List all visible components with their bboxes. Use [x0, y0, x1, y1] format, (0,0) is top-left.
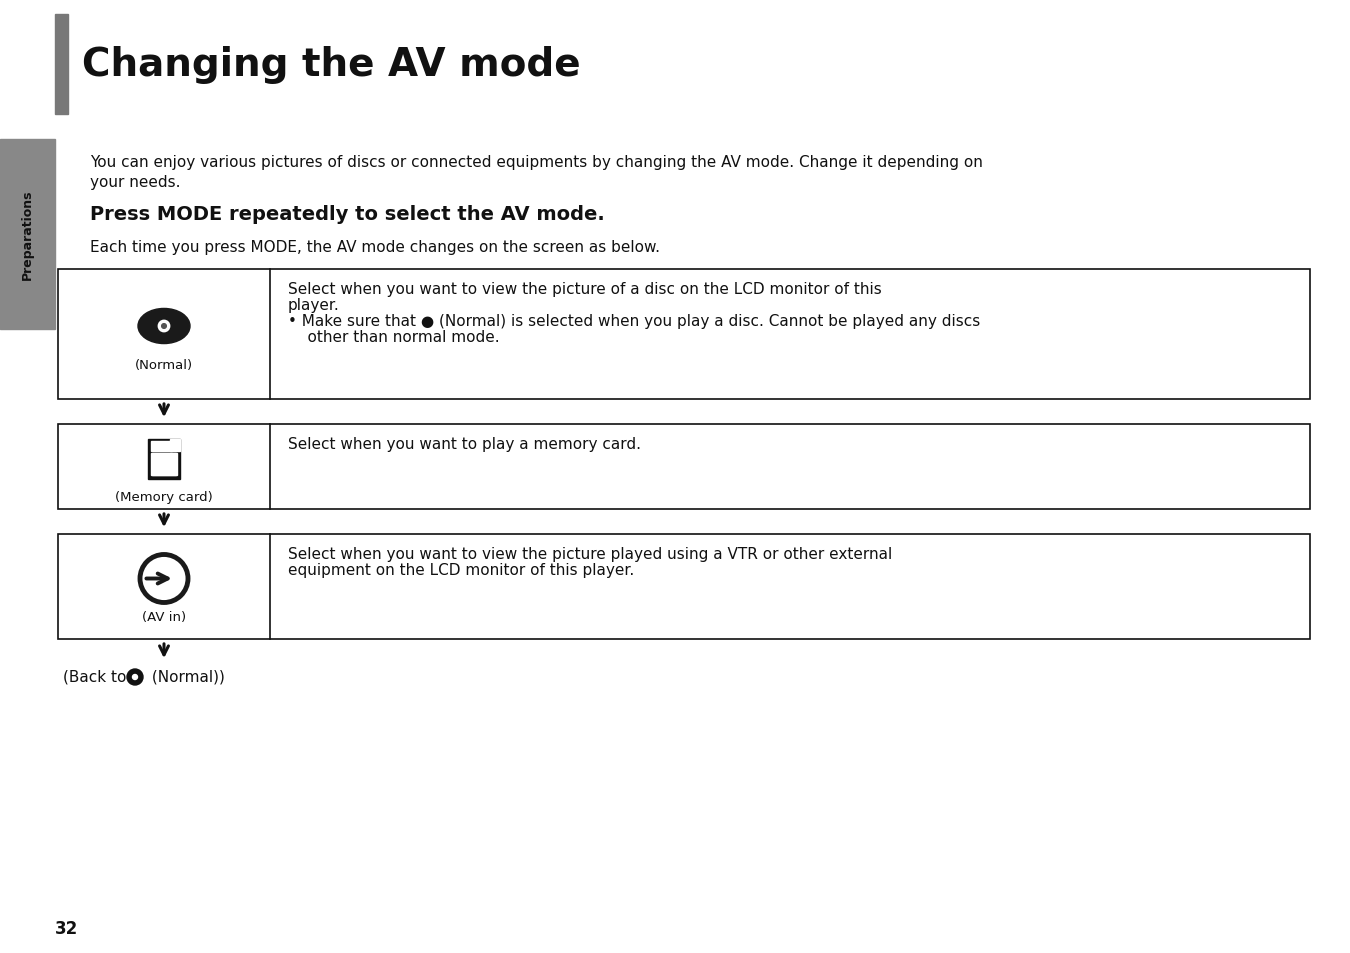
- Bar: [151, 453, 177, 475]
- Text: other than normal mode.: other than normal mode.: [288, 330, 500, 345]
- Text: 32: 32: [55, 919, 78, 937]
- Text: (Normal)): (Normal)): [147, 669, 225, 684]
- Ellipse shape: [138, 309, 190, 344]
- Text: Press MODE repeatedly to select the AV mode.: Press MODE repeatedly to select the AV m…: [90, 205, 605, 224]
- Bar: [58, 424, 1309, 510]
- Bar: [58, 270, 1309, 399]
- Text: Select when you want to play a memory card.: Select when you want to play a memory ca…: [288, 436, 641, 452]
- Text: Each time you press MODE, the AV mode changes on the screen as below.: Each time you press MODE, the AV mode ch…: [90, 240, 660, 254]
- Circle shape: [162, 324, 166, 329]
- Circle shape: [132, 675, 138, 679]
- Bar: [170, 439, 180, 451]
- Text: Changing the AV mode: Changing the AV mode: [82, 46, 580, 84]
- Text: (Normal): (Normal): [135, 358, 193, 372]
- Text: • Make sure that ● (Normal) is selected when you play a disc. Cannot be played a: • Make sure that ● (Normal) is selected …: [288, 314, 980, 329]
- Bar: [148, 439, 180, 479]
- Bar: [153, 453, 176, 475]
- Bar: [151, 441, 171, 451]
- Bar: [55, 15, 68, 115]
- Text: Select when you want to view the picture played using a VTR or other external: Select when you want to view the picture…: [288, 546, 892, 561]
- Text: Select when you want to view the picture of a disc on the LCD monitor of this: Select when you want to view the picture…: [288, 282, 882, 296]
- Circle shape: [142, 557, 186, 601]
- Circle shape: [127, 669, 143, 685]
- Text: equipment on the LCD monitor of this player.: equipment on the LCD monitor of this pla…: [288, 562, 634, 578]
- Text: You can enjoy various pictures of discs or connected equipments by changing the : You can enjoy various pictures of discs …: [90, 154, 983, 170]
- Text: (Memory card): (Memory card): [115, 491, 213, 504]
- Text: Preparations: Preparations: [20, 190, 34, 280]
- Text: (AV in): (AV in): [142, 611, 186, 624]
- Bar: [58, 535, 1309, 639]
- Text: your needs.: your needs.: [90, 174, 181, 190]
- Circle shape: [158, 321, 170, 333]
- Text: (Back to: (Back to: [63, 669, 131, 684]
- Text: player.: player.: [288, 297, 340, 313]
- Bar: [0, 140, 55, 330]
